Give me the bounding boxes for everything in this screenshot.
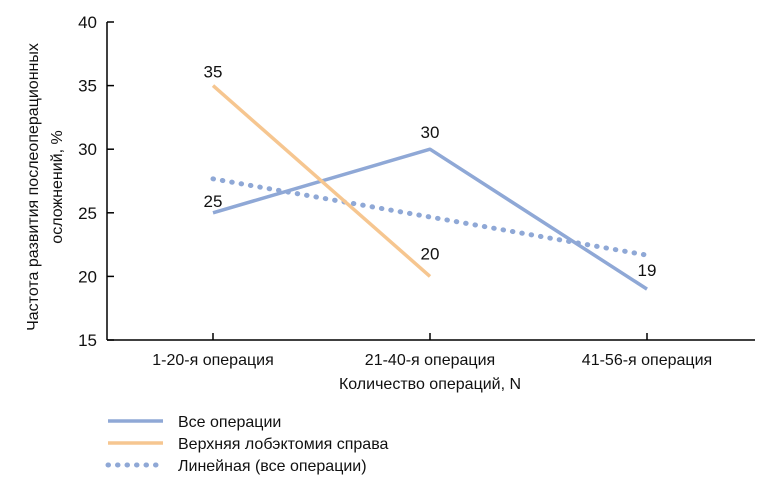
chart-series — [210, 84, 650, 291]
legend-label-0: Все операции — [178, 414, 281, 431]
series-line-2 — [210, 176, 650, 258]
x-tick-label: 41-56-я операция — [582, 352, 712, 369]
y-tick-label: 40 — [78, 13, 97, 32]
series-line-1 — [211, 84, 432, 278]
x-tick-label: 1-20-я операция — [152, 352, 273, 369]
data-label: 35 — [204, 63, 223, 82]
data-label: 25 — [204, 192, 223, 211]
data-label: 19 — [638, 261, 657, 280]
chart-legend: Все операции Верхняя лобэктомия справа Лин… — [105, 414, 389, 475]
data-label: 20 — [421, 244, 440, 263]
x-tick-label: 21-40-я операция — [365, 352, 495, 369]
legend-label-2: Линейная (все операции) — [178, 458, 367, 475]
x-axis-label: Количество операций, N — [339, 376, 521, 393]
y-axis-label-line-1: Частота развития послеоперационных — [25, 43, 42, 331]
data-label: 30 — [421, 123, 440, 142]
y-tick-label: 15 — [78, 331, 97, 350]
series-line-0 — [212, 147, 648, 291]
y-tick-label: 30 — [78, 140, 97, 159]
axis-ticks: 15 20 25 30 35 40 1-20-я операция 21-40-я опера… — [78, 13, 712, 369]
data-labels: 25 30 19 35 20 — [204, 63, 657, 281]
y-tick-label: 25 — [78, 204, 97, 223]
y-axis-label-line-2: осложнений, % — [49, 130, 66, 243]
legend-label-1: Верхняя лобэктомия справа — [178, 436, 389, 453]
y-tick-label: 35 — [78, 77, 97, 96]
y-tick-label: 20 — [78, 267, 97, 286]
